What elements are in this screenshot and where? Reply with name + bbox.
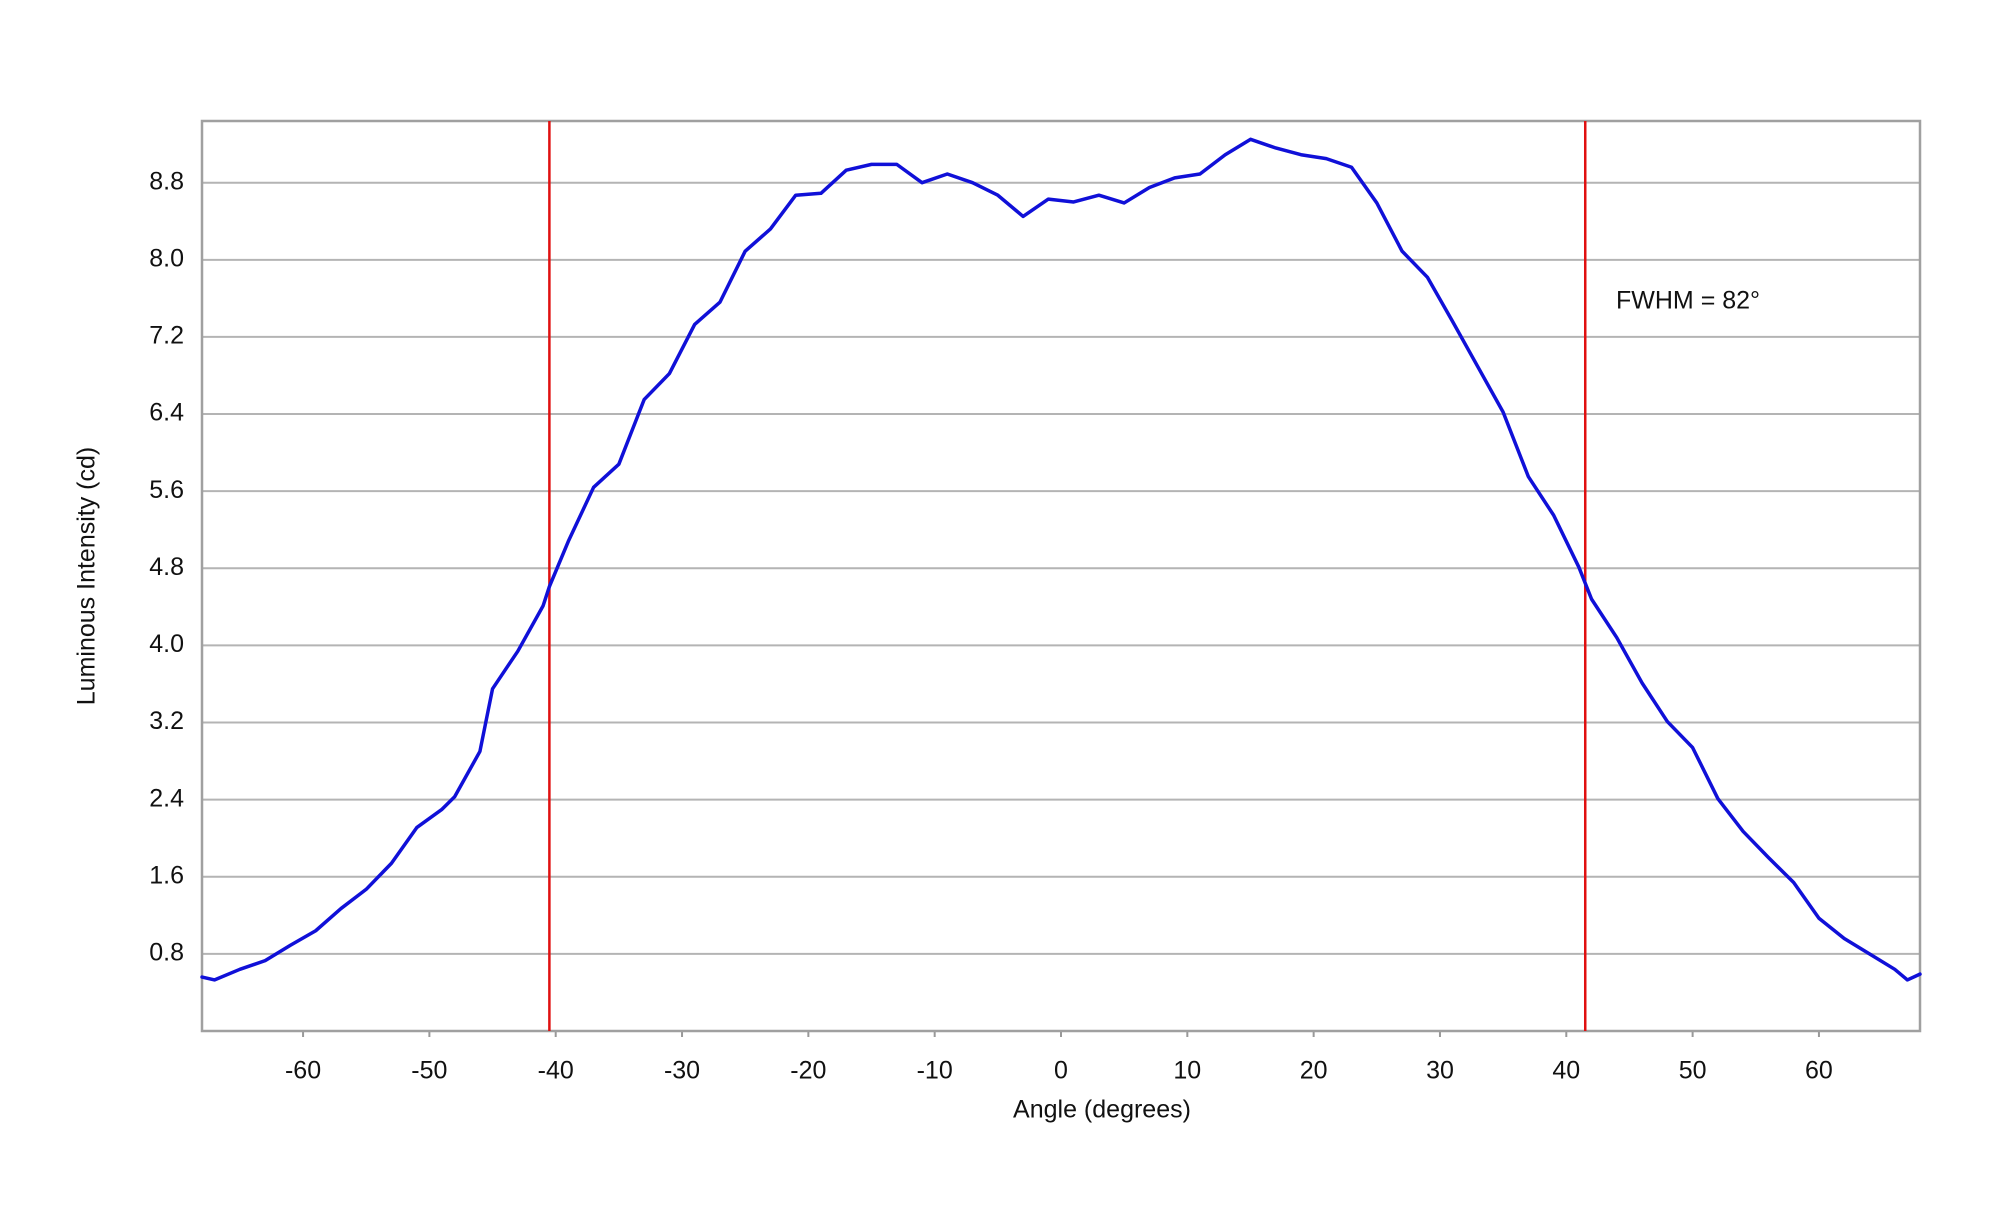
data-line [200,137,1922,982]
y-tick-label: 8.0 [149,244,184,272]
y-tick-label: 8.8 [149,167,184,195]
x-tick-label: -40 [538,1057,574,1085]
y-tick-label: 3.2 [149,707,184,735]
y-tick-label: 2.4 [149,784,184,812]
y-tick-label: 7.2 [149,322,184,350]
y-tick-label: 4.0 [149,630,184,658]
y-tick-label: 0.8 [149,938,184,966]
y-tick-label: 5.6 [149,476,184,504]
x-tick-label: 30 [1426,1057,1454,1085]
plot-frame [200,119,1922,1033]
x-tick-label: -20 [790,1057,826,1085]
x-tick-label: 40 [1552,1057,1580,1085]
x-tick-label: 10 [1173,1057,1201,1085]
x-tick-label: 50 [1679,1057,1707,1085]
x-tick-label: -10 [917,1057,953,1085]
x-tick-label: -30 [664,1057,700,1085]
x-tick-label: 20 [1300,1057,1328,1085]
x-tick-label: -60 [285,1057,321,1085]
y-tick-label: 4.8 [149,553,184,581]
y-tick-label: 1.6 [149,861,184,889]
x-tick-label: -50 [411,1057,447,1085]
x-axis-label: Angle (degrees) [1013,1096,1191,1124]
annotation: FWHM = 82° [1616,287,1760,315]
x-tick-label: 60 [1805,1057,1833,1085]
x-tick-label: 0 [1054,1057,1068,1085]
y-axis-label: Luminous Intensity (cd) [73,447,101,705]
y-tick-label: 6.4 [149,399,184,427]
